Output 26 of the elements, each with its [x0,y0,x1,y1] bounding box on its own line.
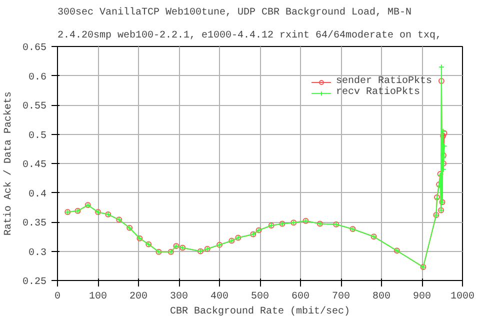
x-tick-label: 1000 [450,292,475,302]
x-tick-label: 300 [170,292,188,302]
chart-subtitle: 2.4.20smp web100-2.2.1, e1000-4.4.12 rxint 64/64moderate on txq, [58,30,442,42]
chart-title: 300sec VanillaTCP Web100tune, UDP CBR Background Load, MB-N [58,6,412,18]
y-tick-label: 0.6 [28,72,47,84]
legend-label: sender RatioPkts [336,76,432,87]
y-tick-label: 0.55 [22,102,47,112]
y-tick-label: 0.4 [28,189,47,200]
x-tick-label: 200 [130,292,148,302]
x-tick-label: 900 [413,292,432,302]
legend-label: recv RatioPkts [336,87,420,98]
y-tick-label: 0.35 [22,218,47,230]
x-tick-label: 700 [332,292,350,302]
x-axis-title: CBR Background Rate (mbit/sec) [170,306,350,318]
x-tick-label: 500 [251,292,270,302]
x-tick-label: 100 [89,292,108,302]
x-tick-label: 400 [210,292,229,302]
y-tick-label: 0.5 [28,130,47,142]
x-tick-label: 800 [372,292,391,302]
y-tick-label: 0.25 [22,277,47,288]
x-tick-label: 0 [54,292,61,302]
x-tick-label: 600 [292,292,310,302]
y-tick-label: 0.65 [22,43,47,54]
y-axis-title: Ratio Ack / Data Packets [2,91,14,236]
y-tick-label: 0.3 [28,248,47,259]
y-tick-label: 0.45 [22,160,47,171]
